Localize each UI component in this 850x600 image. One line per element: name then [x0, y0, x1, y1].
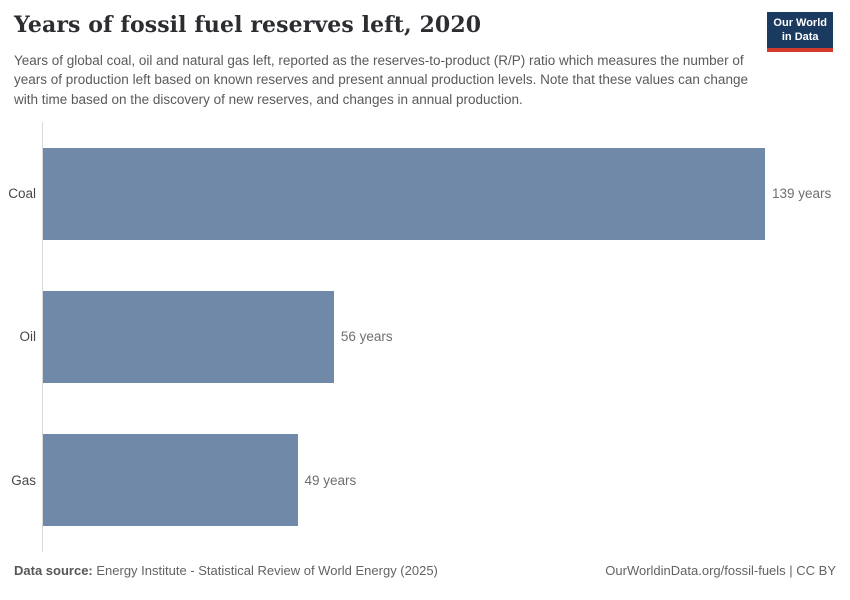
bar-chart: Coal 139 years Oil 56 years Gas 49 years	[0, 122, 850, 552]
bar-row-gas: Gas 49 years	[0, 409, 850, 552]
data-source-value: Energy Institute - Statistical Review of…	[92, 563, 438, 578]
owid-logo: Our World in Data	[767, 12, 833, 53]
page-title: Years of fossil fuel reserves left, 2020	[14, 12, 482, 38]
owid-logo-line1: Our World	[773, 17, 827, 29]
category-label-gas: Gas	[11, 472, 36, 488]
bar-oil[interactable]	[43, 290, 334, 383]
value-label-coal: 139 years	[772, 186, 832, 202]
category-label-coal: Coal	[8, 186, 36, 202]
value-label-oil: 56 years	[340, 329, 393, 345]
bar-row-oil: Oil 56 years	[0, 265, 850, 408]
chart-subtitle: Years of global coal, oil and natural ga…	[14, 53, 748, 107]
value-label-gas: 49 years	[304, 472, 357, 488]
bar-rows: Coal 139 years Oil 56 years Gas 49 years	[0, 122, 850, 552]
owid-logo-line2: in Data	[781, 30, 819, 43]
bar-row-coal: Coal 139 years	[0, 122, 850, 265]
y-axis-line	[42, 122, 43, 552]
chart-footer: Data source: Energy Institute - Statisti…	[14, 563, 836, 578]
bar-coal[interactable]	[43, 147, 765, 240]
data-source: Data source: Energy Institute - Statisti…	[14, 563, 438, 578]
category-label-oil: Oil	[19, 329, 37, 345]
data-source-label: Data source:	[14, 563, 93, 578]
bar-gas[interactable]	[43, 434, 298, 527]
attribution-link[interactable]: OurWorldinData.org/fossil-fuels | CC BY	[605, 563, 836, 578]
